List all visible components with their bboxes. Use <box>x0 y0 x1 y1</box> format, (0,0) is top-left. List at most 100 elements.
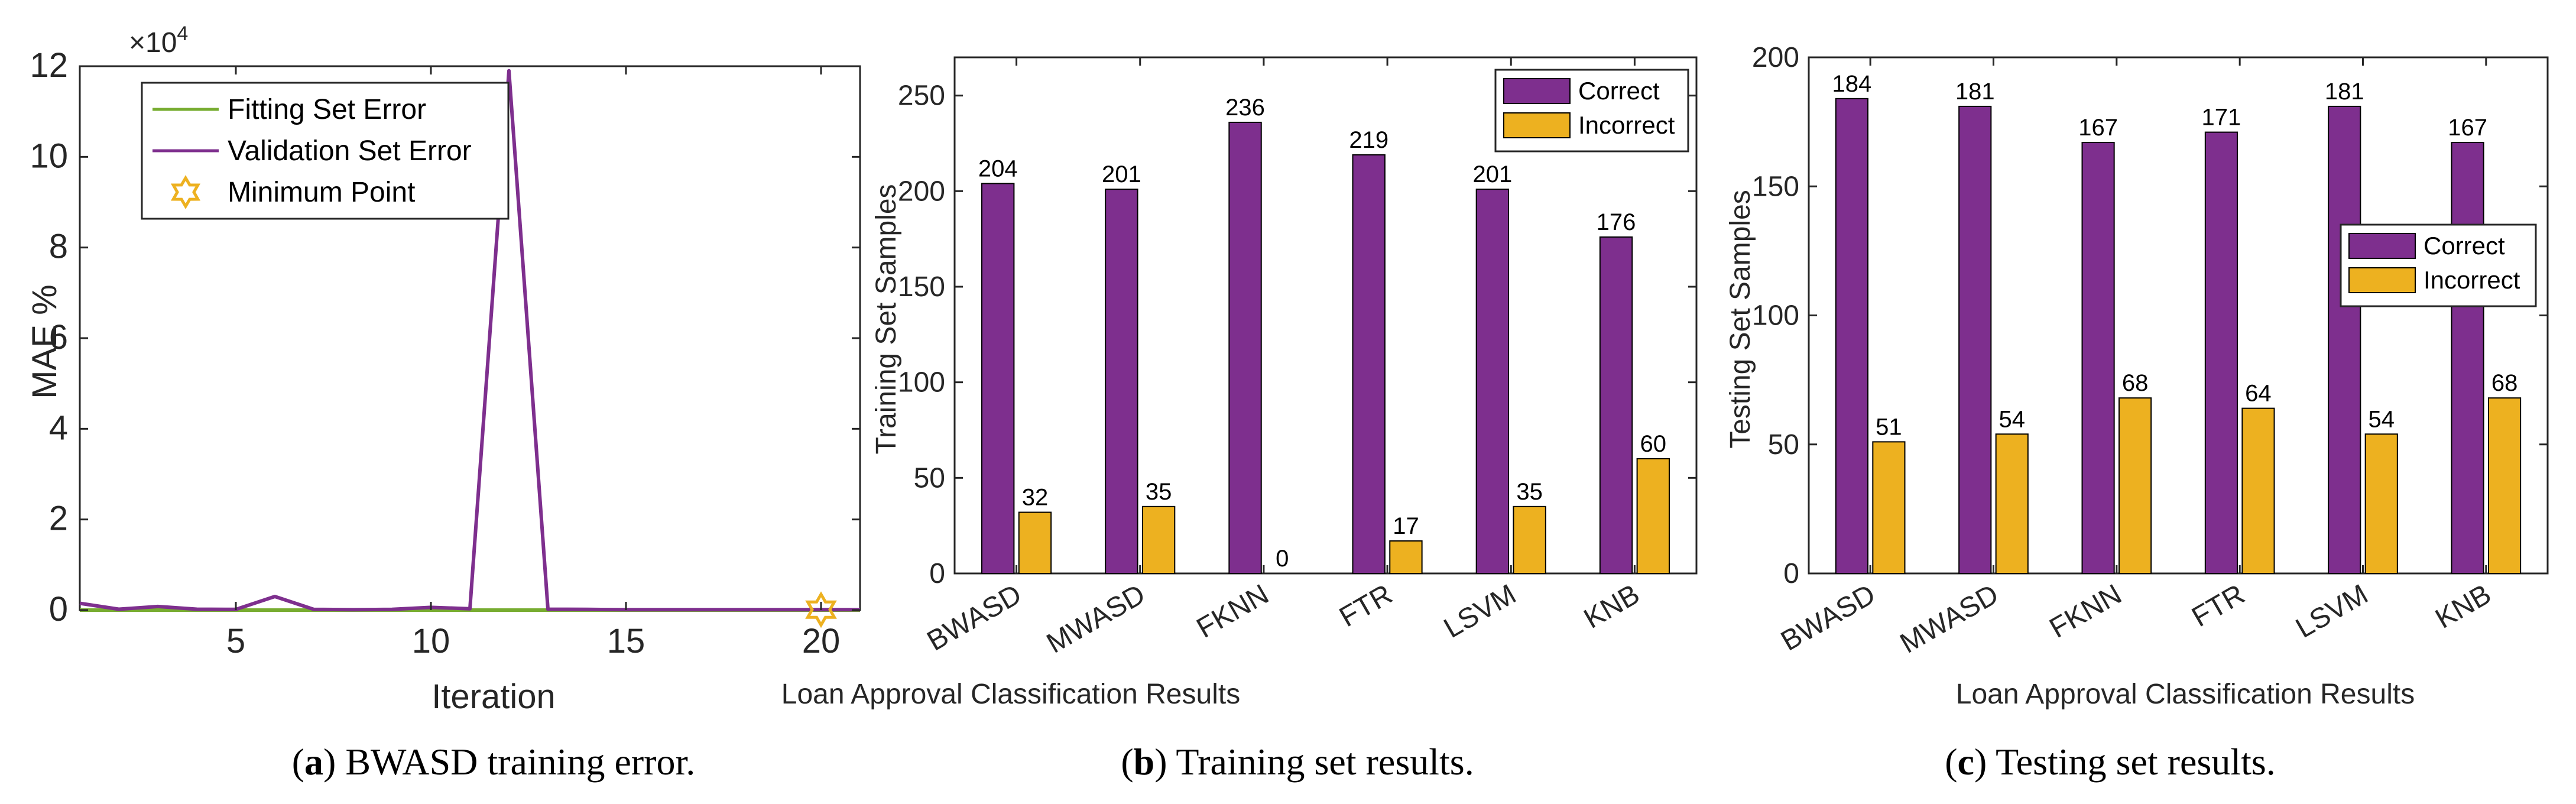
chart-b-data-label: 0 <box>1276 546 1289 572</box>
chart-c-ytick-label: 100 <box>1752 300 1799 332</box>
chart-a-ytick-label: 8 <box>49 228 68 266</box>
chart-b-bar-correct-fknn <box>1228 121 1262 574</box>
chart-c-ytick-label: 200 <box>1752 42 1799 73</box>
chart-b-data-label: 176 <box>1597 209 1636 235</box>
chart-b-bar-correct-mwasd <box>1105 189 1138 575</box>
chart-a-legend-label: Validation Set Error <box>228 135 472 167</box>
chart-b-category-label: FTR <box>1334 579 1397 634</box>
chart-b-bar-correct-knb <box>1599 236 1633 574</box>
chart-a-exponent: ×104 <box>129 22 188 59</box>
chart-b-data-label: 201 <box>1102 161 1141 187</box>
chart-b-bar-correct-lsvm <box>1475 189 1510 575</box>
chart-a-series-line-1 <box>79 69 860 612</box>
chart-a-xtick-label: 20 <box>802 622 841 660</box>
chart-c-ytick-label: 50 <box>1768 429 1799 461</box>
chart-c-bar-incorrect-ftr <box>2241 407 2275 574</box>
chart-c-bar-correct-knb <box>2451 142 2484 575</box>
chart-c-legend-label: Correct <box>2423 232 2505 260</box>
chart-b-data-label: 35 <box>1516 479 1543 505</box>
chart-c-ylabel: Testing Set Samples <box>1725 190 1756 449</box>
chart-c-category-label: FTR <box>2186 579 2250 634</box>
chart-c-data-label: 68 <box>2491 370 2518 396</box>
chart-b-legend: Correct Incorrect <box>1494 69 1689 153</box>
chart-b-data-label: 219 <box>1349 127 1388 153</box>
chart-a: ×104 Iteration MAE % 5 10 15 20 0 2 4 6 8 10 12 Fit… <box>25 22 861 716</box>
chart-c-data-label: 64 <box>2245 381 2272 407</box>
chart-a-ytick-label: 10 <box>30 137 68 175</box>
chart-c-data-label: 54 <box>2369 406 2395 432</box>
chart-a-ytick-label: 6 <box>49 318 68 356</box>
chart-b-data-label: 204 <box>978 155 1018 181</box>
chart-c-bar-correct-fknn <box>2081 142 2115 575</box>
chart-c-bar-correct-lsvm <box>2328 105 2361 574</box>
chart-b-data-label: 17 <box>1393 513 1419 539</box>
chart-c-bar-incorrect-knb <box>2488 397 2522 574</box>
chart-c-xlabel: Loan Approval Classification Results <box>1956 679 2415 710</box>
chart-a-ytick-label: 12 <box>30 46 68 85</box>
chart-a-ylabel: MAE % <box>25 284 64 398</box>
chart-a-xlabel: Iteration <box>432 677 556 716</box>
chart-c-bar-incorrect-mwasd <box>1995 433 2029 574</box>
chart-c-bar-incorrect-bwasd <box>1872 441 1906 575</box>
chart-b-data-label: 201 <box>1473 161 1513 187</box>
chart-c-bar-incorrect-fknn <box>2118 397 2152 574</box>
chart-c-data-label: 51 <box>1876 414 1902 440</box>
chart-b-bar-incorrect-lsvm <box>1513 505 1546 574</box>
chart-a-xtick-label: 15 <box>607 622 645 660</box>
chart-c-category-label: FKNN <box>2045 579 2127 644</box>
chart-b-ytick-label: 50 <box>914 462 945 494</box>
chart-c-category-label: MWASD <box>1895 579 2004 660</box>
chart-c-bar-correct-mwasd <box>1958 105 1992 574</box>
chart-c-plot-area <box>1808 56 2549 575</box>
chart-c-data-label: 171 <box>2202 105 2241 131</box>
chart-b-ytick-label: 150 <box>898 271 945 303</box>
chart-b-xlabel: Loan Approval Classification Results <box>781 679 1240 710</box>
chart-c-data-label: 167 <box>2448 115 2487 141</box>
chart-c-data-label: 181 <box>1955 79 1995 105</box>
chart-c-bar-correct-bwasd <box>1835 98 1868 574</box>
caption-b: (b) Training set results. <box>1121 741 1474 783</box>
chart-c-data-label: 54 <box>1999 406 2026 432</box>
chart-b-bar-incorrect-knb <box>1636 458 1670 574</box>
chart-b-legend-label: Incorrect <box>1578 111 1675 139</box>
caption-a: (a) BWASD training error. <box>292 741 696 783</box>
chart-b-data-label: 32 <box>1022 485 1049 511</box>
chart-c-ytick-label: 0 <box>1783 558 1799 589</box>
chart-b: Loan Approval Classification Results Tra… <box>781 56 1698 710</box>
chart-b-bar-incorrect-bwasd <box>1018 511 1052 574</box>
chart-a-minimum-point-marker <box>805 591 837 628</box>
chart-a-xtick-label: 5 <box>226 622 245 660</box>
chart-a-ytick-label: 4 <box>49 409 68 447</box>
chart-a-ytick-label: 0 <box>49 590 68 628</box>
chart-c-data-label: 68 <box>2122 370 2149 396</box>
chart-c: Loan Approval Classification Results Tes… <box>1725 42 2549 710</box>
chart-b-category-label: FKNN <box>1192 579 1274 644</box>
chart-a-ytick-label: 2 <box>49 500 68 538</box>
chart-c-data-label: 184 <box>1832 71 1872 97</box>
chart-b-ytick-label: 200 <box>898 176 945 207</box>
chart-b-bar-correct-ftr <box>1352 154 1386 574</box>
chart-a-legend-swatch-minimum <box>170 175 201 209</box>
chart-b-legend-label: Correct <box>1578 77 1660 105</box>
chart-c-data-label: 181 <box>2325 79 2364 105</box>
chart-c-ytick-label: 150 <box>1752 171 1799 202</box>
chart-b-data-label: 60 <box>1640 431 1667 457</box>
caption-c: (c) Testing set results. <box>1945 741 2276 783</box>
chart-b-ylabel: Training Set Samples <box>871 184 902 454</box>
chart-b-data-label: 236 <box>1225 95 1265 121</box>
chart-b-bar-correct-bwasd <box>981 183 1015 574</box>
chart-b-legend-swatch-correct <box>1503 78 1571 104</box>
chart-b-category-label: MWASD <box>1042 579 1150 660</box>
chart-c-legend-swatch-correct <box>2348 233 2416 259</box>
chart-c-category-label: KNB <box>2430 579 2496 635</box>
chart-c-bar-incorrect-lsvm <box>2364 433 2398 574</box>
chart-b-ytick-label: 250 <box>898 80 945 112</box>
chart-c-category-label: LSVM <box>2291 579 2373 644</box>
chart-c-legend-label: Incorrect <box>2423 266 2520 294</box>
chart-c-legend-swatch-incorrect <box>2348 267 2416 293</box>
chart-b-bar-incorrect-mwasd <box>1141 505 1176 574</box>
chart-c-data-label: 167 <box>2078 115 2118 141</box>
chart-b-legend-swatch-incorrect <box>1503 112 1571 138</box>
chart-a-legend-label: Fitting Set Error <box>228 94 426 125</box>
chart-a-legend-label: Minimum Point <box>228 177 415 208</box>
